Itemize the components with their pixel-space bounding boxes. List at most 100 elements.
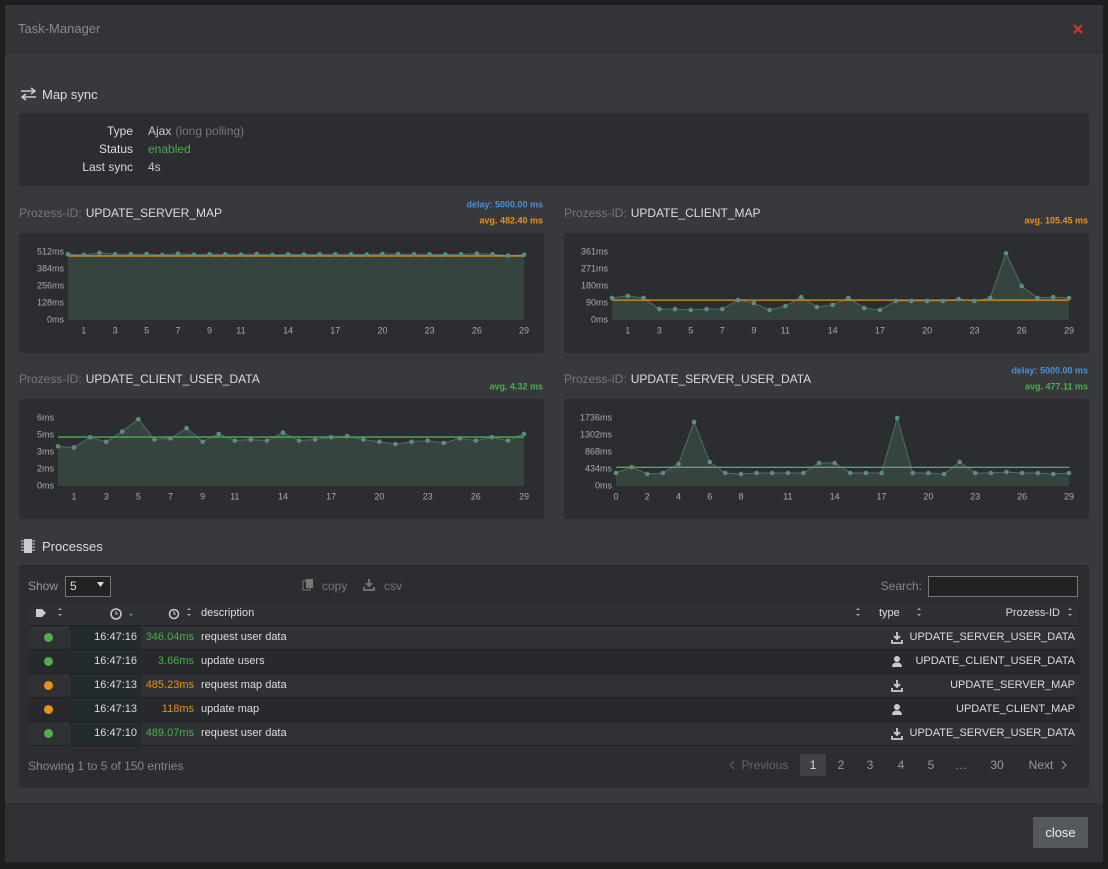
x-tick-label: 17: [877, 491, 887, 501]
x-tick-label: 0: [613, 491, 618, 501]
point: [377, 440, 382, 445]
x-tick-label: 1: [81, 325, 86, 335]
description: request map data: [201, 679, 287, 691]
point: [333, 252, 338, 257]
time: 16:47:16: [70, 655, 137, 667]
point: [72, 445, 77, 450]
point: [223, 252, 228, 257]
column-header[interactable]: type: [879, 607, 900, 619]
pagination-page[interactable]: 1: [800, 754, 826, 776]
point: [673, 307, 678, 312]
point: [973, 471, 978, 476]
time: 16:47:16: [70, 631, 137, 643]
x-tick-label: 20: [923, 491, 933, 501]
pagination-page[interactable]: 30: [984, 754, 1010, 776]
point: [490, 435, 495, 440]
point: [56, 444, 61, 449]
point: [786, 471, 791, 476]
point: [707, 460, 712, 465]
point: [313, 437, 318, 442]
duration: 346.04ms: [141, 631, 194, 643]
point: [475, 251, 480, 256]
description: request user data: [201, 727, 287, 739]
point: [317, 252, 322, 257]
column-header[interactable]: description: [201, 607, 254, 619]
pagination-page[interactable]: 5: [918, 754, 944, 776]
point: [1004, 470, 1009, 475]
duration: 489.07ms: [141, 727, 194, 739]
point: [361, 437, 366, 442]
show-label: Show: [28, 579, 58, 593]
search-input[interactable]: [928, 576, 1078, 597]
point: [239, 252, 244, 257]
delay-label: delay: 5000.00 ms: [466, 199, 543, 209]
table-row: 16:47:16346.04msrequest user dataUPDATE_…: [29, 626, 1079, 650]
x-tick-label: 20: [374, 491, 384, 501]
point: [144, 252, 149, 257]
y-tick-label: 868ms: [585, 446, 613, 456]
pagination-page[interactable]: …: [948, 754, 974, 776]
point: [329, 435, 334, 440]
pagination-page[interactable]: 4: [888, 754, 914, 776]
avg-label: avg. 477.11 ms: [1025, 381, 1088, 391]
point: [817, 461, 822, 466]
duration: 3.66ms: [141, 655, 194, 667]
x-tick-label: 3: [104, 491, 109, 501]
prozess-id: UPDATE_SERVER_MAP: [829, 679, 1075, 691]
x-tick-label: 2: [645, 491, 650, 501]
next-chevron: [1061, 760, 1067, 770]
chart-title-prefix: Prozess-ID:: [19, 206, 82, 220]
point: [879, 471, 884, 476]
copy-button[interactable]: copy: [322, 579, 347, 593]
x-tick-label: 9: [751, 325, 756, 335]
point: [443, 252, 448, 257]
point: [878, 308, 883, 313]
x-tick-label: 9: [207, 325, 212, 335]
point: [66, 252, 71, 257]
x-tick-label: 9: [200, 491, 205, 501]
x-tick-label: 26: [1017, 491, 1027, 501]
pagination-page[interactable]: 3: [857, 754, 883, 776]
point: [129, 252, 134, 257]
chart-title: Prozess-ID:UPDATE_SERVER_MAP: [19, 206, 222, 220]
x-tick-label: 1: [72, 491, 77, 501]
point: [409, 440, 414, 445]
y-tick-label: 5ms: [37, 429, 55, 439]
chart-title-name: UPDATE_CLIENT_MAP: [631, 206, 761, 220]
point: [490, 252, 495, 257]
csv-icon[interactable]: [363, 578, 375, 591]
point: [473, 438, 478, 443]
x-tick-label: 26: [472, 325, 482, 335]
x-tick-label: 7: [168, 491, 173, 501]
description: update map: [201, 703, 259, 715]
table-row: 16:47:13118msupdate mapUPDATE_CLIENT_MAP: [29, 698, 1079, 722]
csv-button[interactable]: csv: [384, 579, 402, 593]
x-tick-label: 5: [144, 325, 149, 335]
x-tick-label: 14: [828, 325, 838, 335]
point: [345, 434, 350, 439]
table-info: Showing 1 to 5 of 150 entries: [28, 759, 183, 773]
point: [801, 471, 806, 476]
x-tick-label: 29: [519, 325, 529, 335]
point: [254, 252, 259, 257]
x-tick-label: 3: [113, 325, 118, 335]
point: [1051, 295, 1056, 300]
prev-chevron: [729, 760, 735, 770]
point: [459, 252, 464, 257]
x-tick-label: 20: [377, 325, 387, 335]
x-tick-label: 17: [330, 325, 340, 335]
x-tick-label: 11: [781, 325, 790, 335]
avg-label: avg. 105.45 ms: [1024, 215, 1088, 225]
pagination-next[interactable]: Next: [1022, 754, 1060, 776]
pagination-page[interactable]: 2: [828, 754, 854, 776]
point: [614, 471, 619, 476]
x-tick-label: 14: [283, 325, 293, 335]
x-tick-label: 11: [236, 325, 245, 335]
column-header[interactable]: Prozess-ID: [960, 607, 1060, 619]
point: [676, 462, 681, 467]
pagination-previous[interactable]: Previous: [740, 754, 790, 776]
point: [349, 252, 354, 257]
point: [522, 253, 527, 258]
x-tick-label: 29: [1064, 325, 1074, 335]
copy-icon[interactable]: [302, 578, 314, 591]
